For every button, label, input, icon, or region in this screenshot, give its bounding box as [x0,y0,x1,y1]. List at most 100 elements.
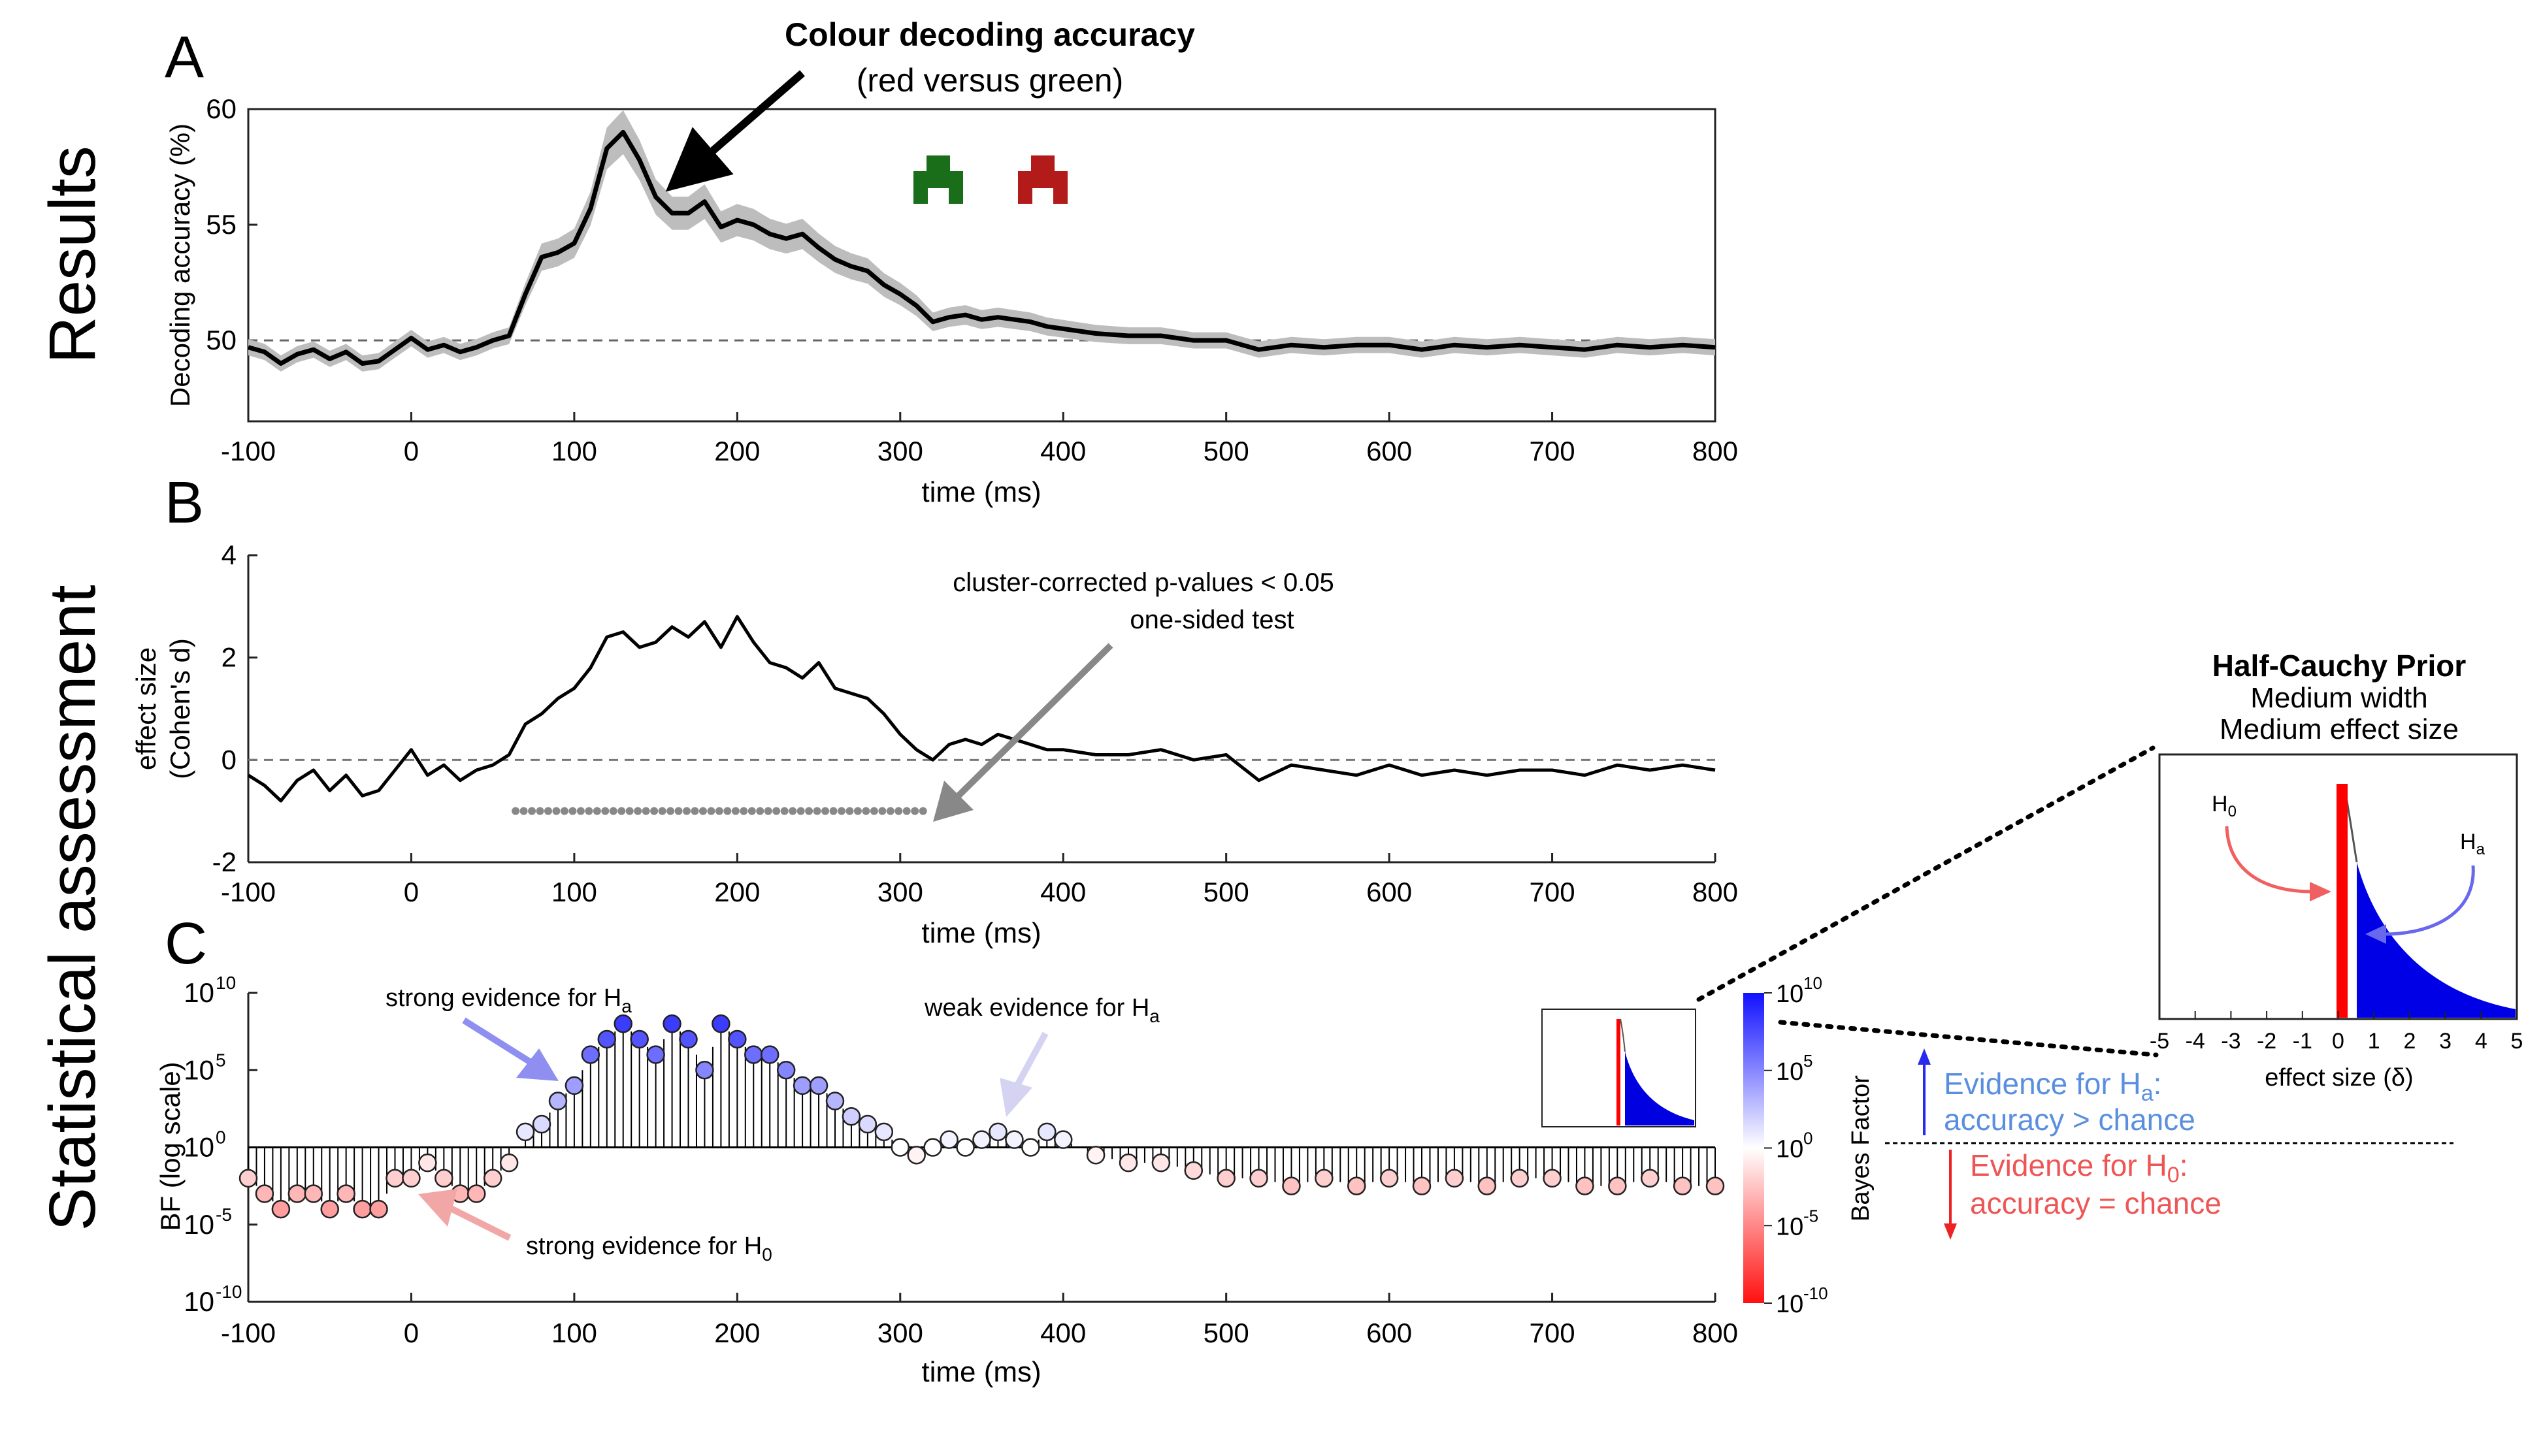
bf-point [353,1199,372,1219]
panel-c-bayes-factor-points [238,1014,1725,1219]
colorbar-tick-label: 10 [1776,1291,1803,1318]
bf-point [842,1107,861,1126]
significance-marker [536,807,544,815]
panel-label-c: C [165,911,207,977]
bf-point [418,1153,437,1173]
panel-c-y-tick-exponent: 0 [216,1127,226,1148]
mini-prior-ha-area [1625,1052,1694,1125]
panel-b-ylabel-line2: (Cohen's d) [165,638,195,779]
significance-marker [528,807,536,815]
prior-x-tick-label: -4 [2186,1029,2205,1054]
bf-point [483,1169,502,1188]
significance-marker [519,807,528,815]
panel-a-x-tick-label: 300 [878,436,923,466]
panel-a-y-tick-label: 55 [206,209,237,240]
panel-label-a: A [165,25,204,90]
panel-c-y-tick-label: 10 [184,1132,214,1163]
significance-marker [642,807,650,815]
panel-c-y-tick-label: 10 [184,977,214,1008]
panel-c-y-tick-label: 10 [184,1209,214,1240]
panel-a-error-band [248,110,1715,372]
significance-marker [902,807,911,815]
panel-c-stems [248,1024,1716,1210]
significance-marker [805,807,813,815]
panel-c-x-tick-label: 500 [1204,1318,1249,1348]
bf-point [1445,1169,1464,1188]
bf-point [907,1146,926,1165]
panel-b-y-tick-label: -2 [212,847,237,877]
bf-point [565,1076,584,1095]
bf-point [1412,1176,1432,1195]
bf-point [271,1199,291,1219]
panel-b-y-tick-label: 4 [221,540,237,570]
bf-point [679,1029,698,1049]
prior-x-tick-label: 2 [2403,1029,2416,1054]
panel-a-y-ticks: 50 55 60 [206,93,257,355]
bf-point [402,1169,421,1188]
bf-point [516,1122,535,1142]
prior-ha-label: Ha [2460,830,2485,858]
panel-c-x-tick-label: 0 [404,1318,419,1348]
panel-b-y-tick-label: 2 [221,642,237,673]
significance-marker [862,807,870,815]
bf-point [548,1092,568,1110]
bf-point [630,1029,649,1049]
panel-b-x-tick-label: 500 [1204,877,1249,907]
significance-marker [666,807,675,815]
panel-label-b: B [165,470,204,536]
panel-a-title-arrow [665,70,805,192]
bf-point [532,1114,551,1134]
panel-c-y-tick-label: 10 [184,1286,214,1317]
bf-point [1053,1130,1073,1149]
bf-point [238,1169,258,1188]
panel-a-x-tick-label: -100 [221,436,276,466]
mini-prior-curve [1620,1018,1626,1052]
legend-ha-arrowhead [1918,1048,1931,1065]
panel-b-x-tick-label: 400 [1040,877,1086,907]
annotation-strong-h0-arrowhead [418,1189,457,1227]
prior-x-tick-label: 1 [2368,1029,2380,1054]
legend-ha-line2: accuracy > chance [1944,1103,2195,1137]
bf-point [1575,1176,1594,1195]
panel-b-annotation-arrow [951,643,1113,803]
significance-marker [707,807,715,815]
bf-point [1705,1176,1725,1195]
colorbar-tick-label: 10 [1776,1136,1803,1163]
panel-b-x-tick-label: 800 [1692,877,1738,907]
panel-c-x-ticks: -100 0 100 200 300 400 500 600 700 800 [221,1293,1738,1348]
bf-point [1543,1169,1562,1188]
panel-b-annotation-line2: one-sided test [1130,606,1294,634]
colorbar-tick-label: 10 [1776,1213,1803,1240]
panel-c-y-tick-exponent: 5 [216,1050,226,1070]
panel-b-x-ticks: -100 0 100 200 300 400 500 600 700 800 [221,853,1738,907]
significance-marker [698,807,707,815]
panel-b-annotation-arrowhead [933,781,974,822]
panel-a-x-tick-label: 0 [404,436,419,466]
legend-h0-arrowhead [1944,1223,1957,1240]
prior-x-tick-label: 3 [2439,1029,2452,1054]
bf-point [499,1153,519,1173]
bf-point [1151,1153,1171,1173]
panel-c-xlabel: time (ms) [921,1356,1041,1388]
panel-c-x-tick-label: 400 [1040,1318,1086,1348]
colorbar-tick-exponent: -5 [1803,1206,1818,1225]
significance-marker [601,807,610,815]
panel-b-x-tick-label: 200 [714,877,760,907]
colorbar-tick-label: 10 [1776,980,1803,1008]
significance-marker [691,807,699,815]
panel-a-x-tick-label: 100 [551,436,597,466]
panel-b-x-tick-label: 0 [404,877,419,907]
red-stimulus-icon [1018,155,1068,204]
significance-marker [658,807,666,815]
annotation-weak-ha-arrow [1013,1031,1049,1090]
bf-point [581,1045,600,1064]
bf-point [304,1184,323,1203]
bf-point [728,1029,747,1049]
significance-marker [756,807,764,815]
significance-marker [650,807,659,815]
panel-b: -100 0 100 200 300 400 500 600 700 800 -2 0 2 4 clus… [131,540,1738,949]
panel-b-y-ticks: -2 0 2 4 [212,540,257,877]
colorbar [1743,993,1764,1303]
